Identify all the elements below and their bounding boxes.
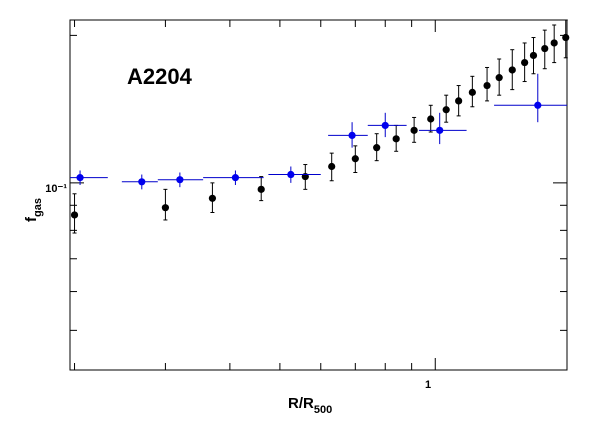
series-a-point: [495, 74, 503, 82]
series-a-point: [373, 144, 381, 152]
series-a-point: [70, 211, 79, 219]
series-a-point: [541, 44, 549, 53]
y-axis-label-main: f: [23, 216, 40, 222]
series-a-point: [257, 185, 265, 193]
x-axis-label-sub: 500: [314, 404, 332, 416]
series-b-point: [436, 126, 444, 134]
x-tick-label-1: 1: [425, 379, 431, 391]
series-b-point: [534, 101, 542, 109]
series-b: [70, 73, 567, 190]
y-tick-label-0.1: 10⁻¹: [45, 183, 67, 195]
series-a-point: [351, 155, 359, 163]
series-a-point: [208, 194, 217, 202]
series-b-point: [348, 131, 356, 139]
series-a-point: [410, 126, 418, 134]
series-a-point: [442, 106, 450, 114]
series-a-point: [529, 51, 538, 60]
series-b-point: [76, 174, 84, 182]
y-axis-ticks: [70, 34, 567, 331]
series-a-point: [521, 58, 529, 67]
series-b-point: [381, 121, 389, 130]
series-a-point: [161, 204, 170, 212]
chart-annotation: A2204: [127, 64, 193, 89]
series-b-point: [231, 174, 240, 182]
series-a-point: [468, 88, 476, 96]
y-axis-label: fgas: [23, 198, 44, 222]
x-axis-label-main: R/R: [288, 395, 314, 412]
plot-frame: [69, 19, 568, 371]
x-axis-label: R/R500: [288, 395, 332, 416]
series-a-point: [427, 115, 435, 123]
series-a-point: [483, 81, 491, 90]
series-b-point: [176, 176, 184, 184]
series-b-point: [287, 170, 295, 179]
series-a-point: [328, 162, 336, 171]
series-a-point: [562, 33, 570, 42]
series-a-point: [392, 135, 400, 143]
series-b-point: [138, 178, 146, 186]
series-a-point: [550, 39, 558, 47]
series-a-point: [455, 97, 463, 105]
series-a-point: [508, 66, 516, 74]
x-axis-ticks: [74, 20, 436, 370]
y-axis-label-sub: gas: [32, 198, 44, 217]
series-a: [70, 19, 570, 234]
